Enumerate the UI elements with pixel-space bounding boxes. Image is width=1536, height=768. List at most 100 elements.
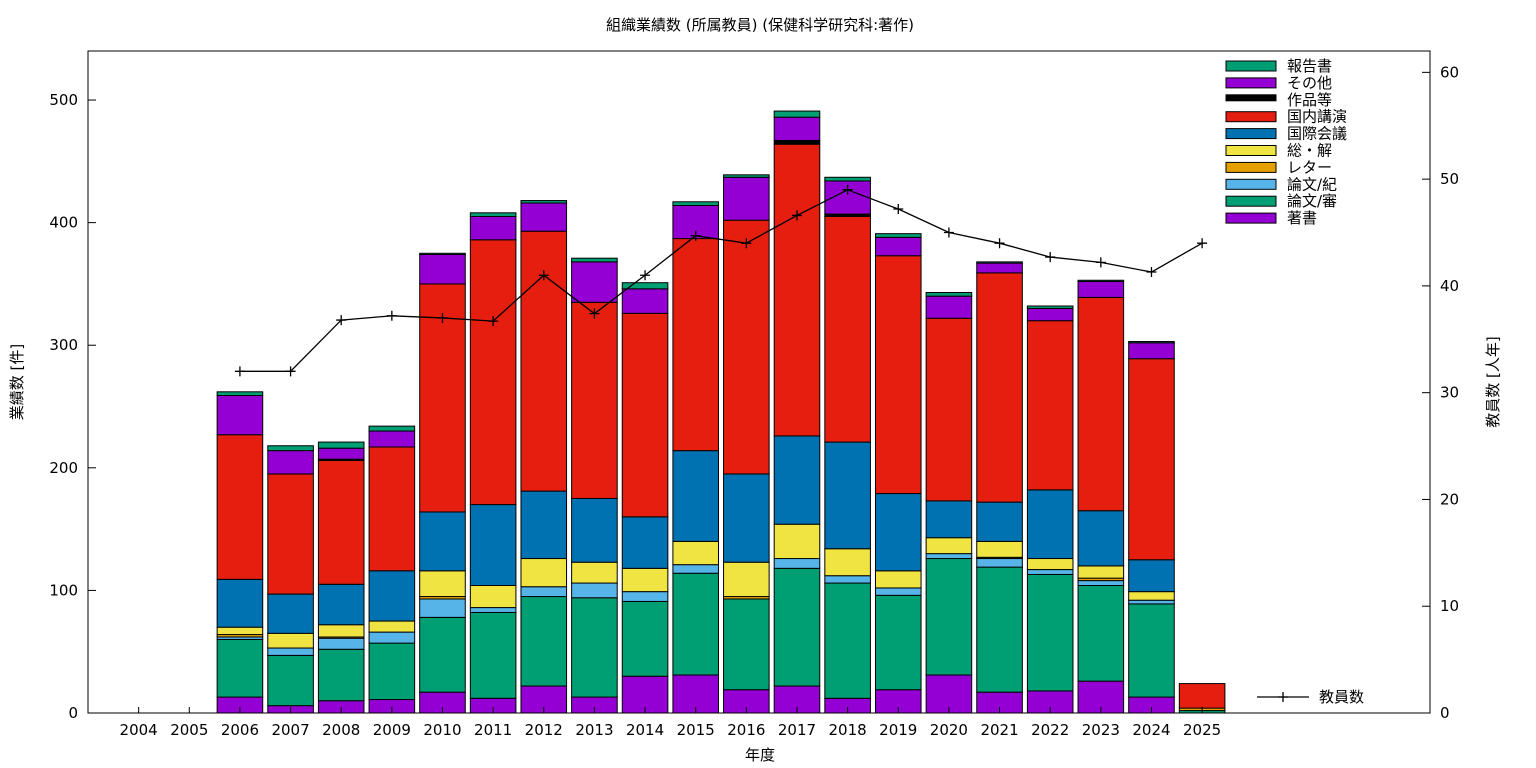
y2-tick-label: 0 <box>1440 704 1450 722</box>
faculty-point <box>234 366 245 377</box>
faculty-point <box>386 310 397 321</box>
x-tick-label: 2013 <box>575 721 613 739</box>
x-axis-title: 年度 <box>745 746 775 764</box>
bar-segment <box>976 272 1023 503</box>
y-tick-label: 0 <box>68 704 78 722</box>
x-tick-label: 2011 <box>474 721 512 739</box>
bar-segment <box>571 497 618 563</box>
faculty-point <box>842 184 853 195</box>
bar-segment <box>723 176 770 221</box>
legend-label: その他 <box>1287 74 1332 92</box>
bar-segment <box>216 638 264 698</box>
bar-segment <box>976 558 1023 568</box>
bar-segment <box>1026 573 1074 692</box>
faculty-point <box>488 316 499 327</box>
bar-segment <box>672 450 719 542</box>
legend-swatch <box>1225 111 1277 123</box>
bar-segment <box>419 511 466 572</box>
bar-segment <box>1077 580 1125 586</box>
bar-segment <box>1077 510 1125 567</box>
bar-segment <box>976 262 1023 274</box>
chart-title: 組織業績数 (所属教員) (保健科学研究科:著作) <box>606 16 914 34</box>
bar-segment <box>621 282 669 290</box>
bar-segment <box>469 212 517 218</box>
legend-label: 論文/審 <box>1287 192 1337 210</box>
bar-segment <box>621 288 669 314</box>
bar-segment <box>1026 558 1074 571</box>
bar-segment <box>824 582 871 699</box>
faculty-point <box>1197 238 1208 249</box>
bar-segment <box>621 312 669 518</box>
bar-segment <box>419 598 466 618</box>
bar-segment <box>571 561 618 584</box>
bar-segment <box>925 553 973 560</box>
bar-segment <box>571 261 618 303</box>
x-tick-label: 2020 <box>930 721 968 739</box>
bar-segment <box>773 139 821 145</box>
legend-swatch <box>1225 212 1277 224</box>
bar-segment <box>520 202 568 232</box>
x-tick-label: 2007 <box>271 721 309 739</box>
bar-segment <box>773 110 821 118</box>
bar-segment <box>419 252 466 256</box>
bar-segment <box>824 575 871 584</box>
x-tick-label: 2018 <box>829 721 867 739</box>
x-tick-label: 2016 <box>727 721 765 739</box>
faculty-point <box>1095 257 1106 268</box>
bar-segment <box>672 572 719 676</box>
bar-segment <box>723 473 770 563</box>
faculty-point <box>589 308 600 319</box>
bar-segment <box>1026 305 1074 309</box>
bar-segment <box>216 626 264 636</box>
axes-layer: 0 100 200 300 400 500 0 10 20 30 40 50 60 2004 2005 200… <box>49 50 1459 739</box>
bar-segment <box>571 301 618 499</box>
legend-swatch <box>1225 161 1277 173</box>
bar-segment <box>824 176 871 182</box>
bar-segment <box>976 566 1023 693</box>
legend-label: 国内講演 <box>1287 108 1347 126</box>
legend-label: 論文/紀 <box>1287 175 1337 193</box>
bar-segment <box>925 292 973 297</box>
faculty-point <box>690 230 701 241</box>
faculty-point <box>791 210 802 221</box>
bar-segment <box>267 593 314 634</box>
bar-segment <box>874 236 922 257</box>
bar-segment <box>520 200 568 204</box>
bar-segment <box>1077 585 1125 682</box>
bar-segment <box>925 674 973 714</box>
bar-segment <box>419 616 466 693</box>
x-tick-label: 2023 <box>1082 721 1120 739</box>
faculty-point <box>741 238 752 249</box>
faculty-point <box>1045 252 1056 263</box>
bar-segment <box>1026 320 1074 491</box>
y2-tick-label: 30 <box>1440 384 1459 402</box>
bar-segment <box>1128 603 1175 698</box>
bar-segment <box>1128 358 1175 561</box>
bar-segment <box>267 632 314 649</box>
bar-segment <box>368 446 416 572</box>
bar-segment <box>267 654 314 707</box>
bars-layer <box>216 110 1226 714</box>
y-tick-label: 300 <box>49 336 78 354</box>
x-tick-label: 2021 <box>980 721 1018 739</box>
bar-segment <box>469 239 517 506</box>
bar-segment <box>267 473 314 595</box>
faculty-point <box>437 312 448 323</box>
bar-segment <box>368 631 416 644</box>
bar-segment <box>267 647 314 656</box>
bar-segment <box>874 587 922 596</box>
x-tick-label: 2025 <box>1183 721 1221 739</box>
legend-label: 作品等 <box>1287 91 1332 109</box>
bar-segment <box>1077 565 1125 579</box>
bar-segment <box>874 255 922 495</box>
y2-tick-label: 40 <box>1440 277 1459 295</box>
faculty-point <box>943 227 954 238</box>
bar-segment <box>723 219 770 475</box>
faculty-point <box>640 270 651 281</box>
bar-segment <box>621 516 669 569</box>
bar-segment <box>672 238 719 452</box>
bar-segment <box>773 116 821 141</box>
bar-segment <box>723 598 770 691</box>
x-tick-label: 2012 <box>525 721 563 739</box>
